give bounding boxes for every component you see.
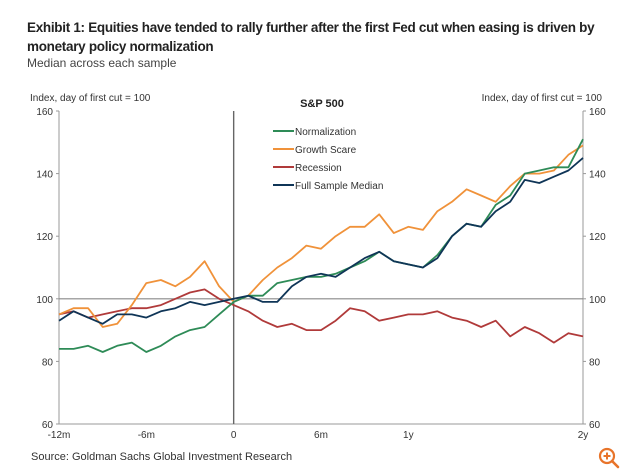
series-line-full-sample-median <box>58 157 584 325</box>
y-tick-label-right: 100 <box>589 295 606 306</box>
series-line-growth-scare <box>58 144 584 328</box>
exhibit-title: Exhibit 1: Equities have tended to rally… <box>27 20 595 54</box>
legend-label: Recession <box>295 163 342 174</box>
x-tick-label: 6m <box>314 430 328 441</box>
y-tick-label-right: 120 <box>589 232 606 243</box>
series-line-normalization <box>59 138 584 353</box>
zoom-in-icon <box>598 447 620 469</box>
right-axis-label: Index, day of first cut = 100 <box>482 93 603 104</box>
x-tick-label: 2y <box>578 430 589 441</box>
y-tick-label-left: 80 <box>42 357 54 368</box>
zoom-in-button[interactable] <box>598 447 620 469</box>
y-tick-label-right: 140 <box>589 170 606 181</box>
y-tick-label-left: 160 <box>36 107 53 118</box>
y-tick-label-right: 60 <box>589 420 601 431</box>
y-tick-label-left: 120 <box>36 232 53 243</box>
x-tick-label: 1y <box>403 430 414 441</box>
source-note: Source: Goldman Sachs Global Investment … <box>31 451 293 463</box>
left-axis-label: Index, day of first cut = 100 <box>30 93 151 104</box>
chart-title: S&P 500 <box>300 98 344 110</box>
y-tick-label-left: 100 <box>36 295 53 306</box>
y-tick-label-left: 140 <box>36 170 53 181</box>
x-tick-label: -12m <box>48 430 71 441</box>
legend-label: Growth Scare <box>295 145 357 156</box>
series-line-recession <box>58 288 584 344</box>
exhibit-subtitle: Median across each sample <box>27 56 177 70</box>
legend-label: Normalization <box>295 127 356 138</box>
y-tick-label-right: 160 <box>589 107 606 118</box>
x-tick-label: -6m <box>138 430 155 441</box>
x-tick-label: 0 <box>231 430 237 441</box>
y-tick-label-left: 60 <box>42 420 54 431</box>
legend-label: Full Sample Median <box>295 181 383 192</box>
y-tick-label-right: 80 <box>589 357 601 368</box>
